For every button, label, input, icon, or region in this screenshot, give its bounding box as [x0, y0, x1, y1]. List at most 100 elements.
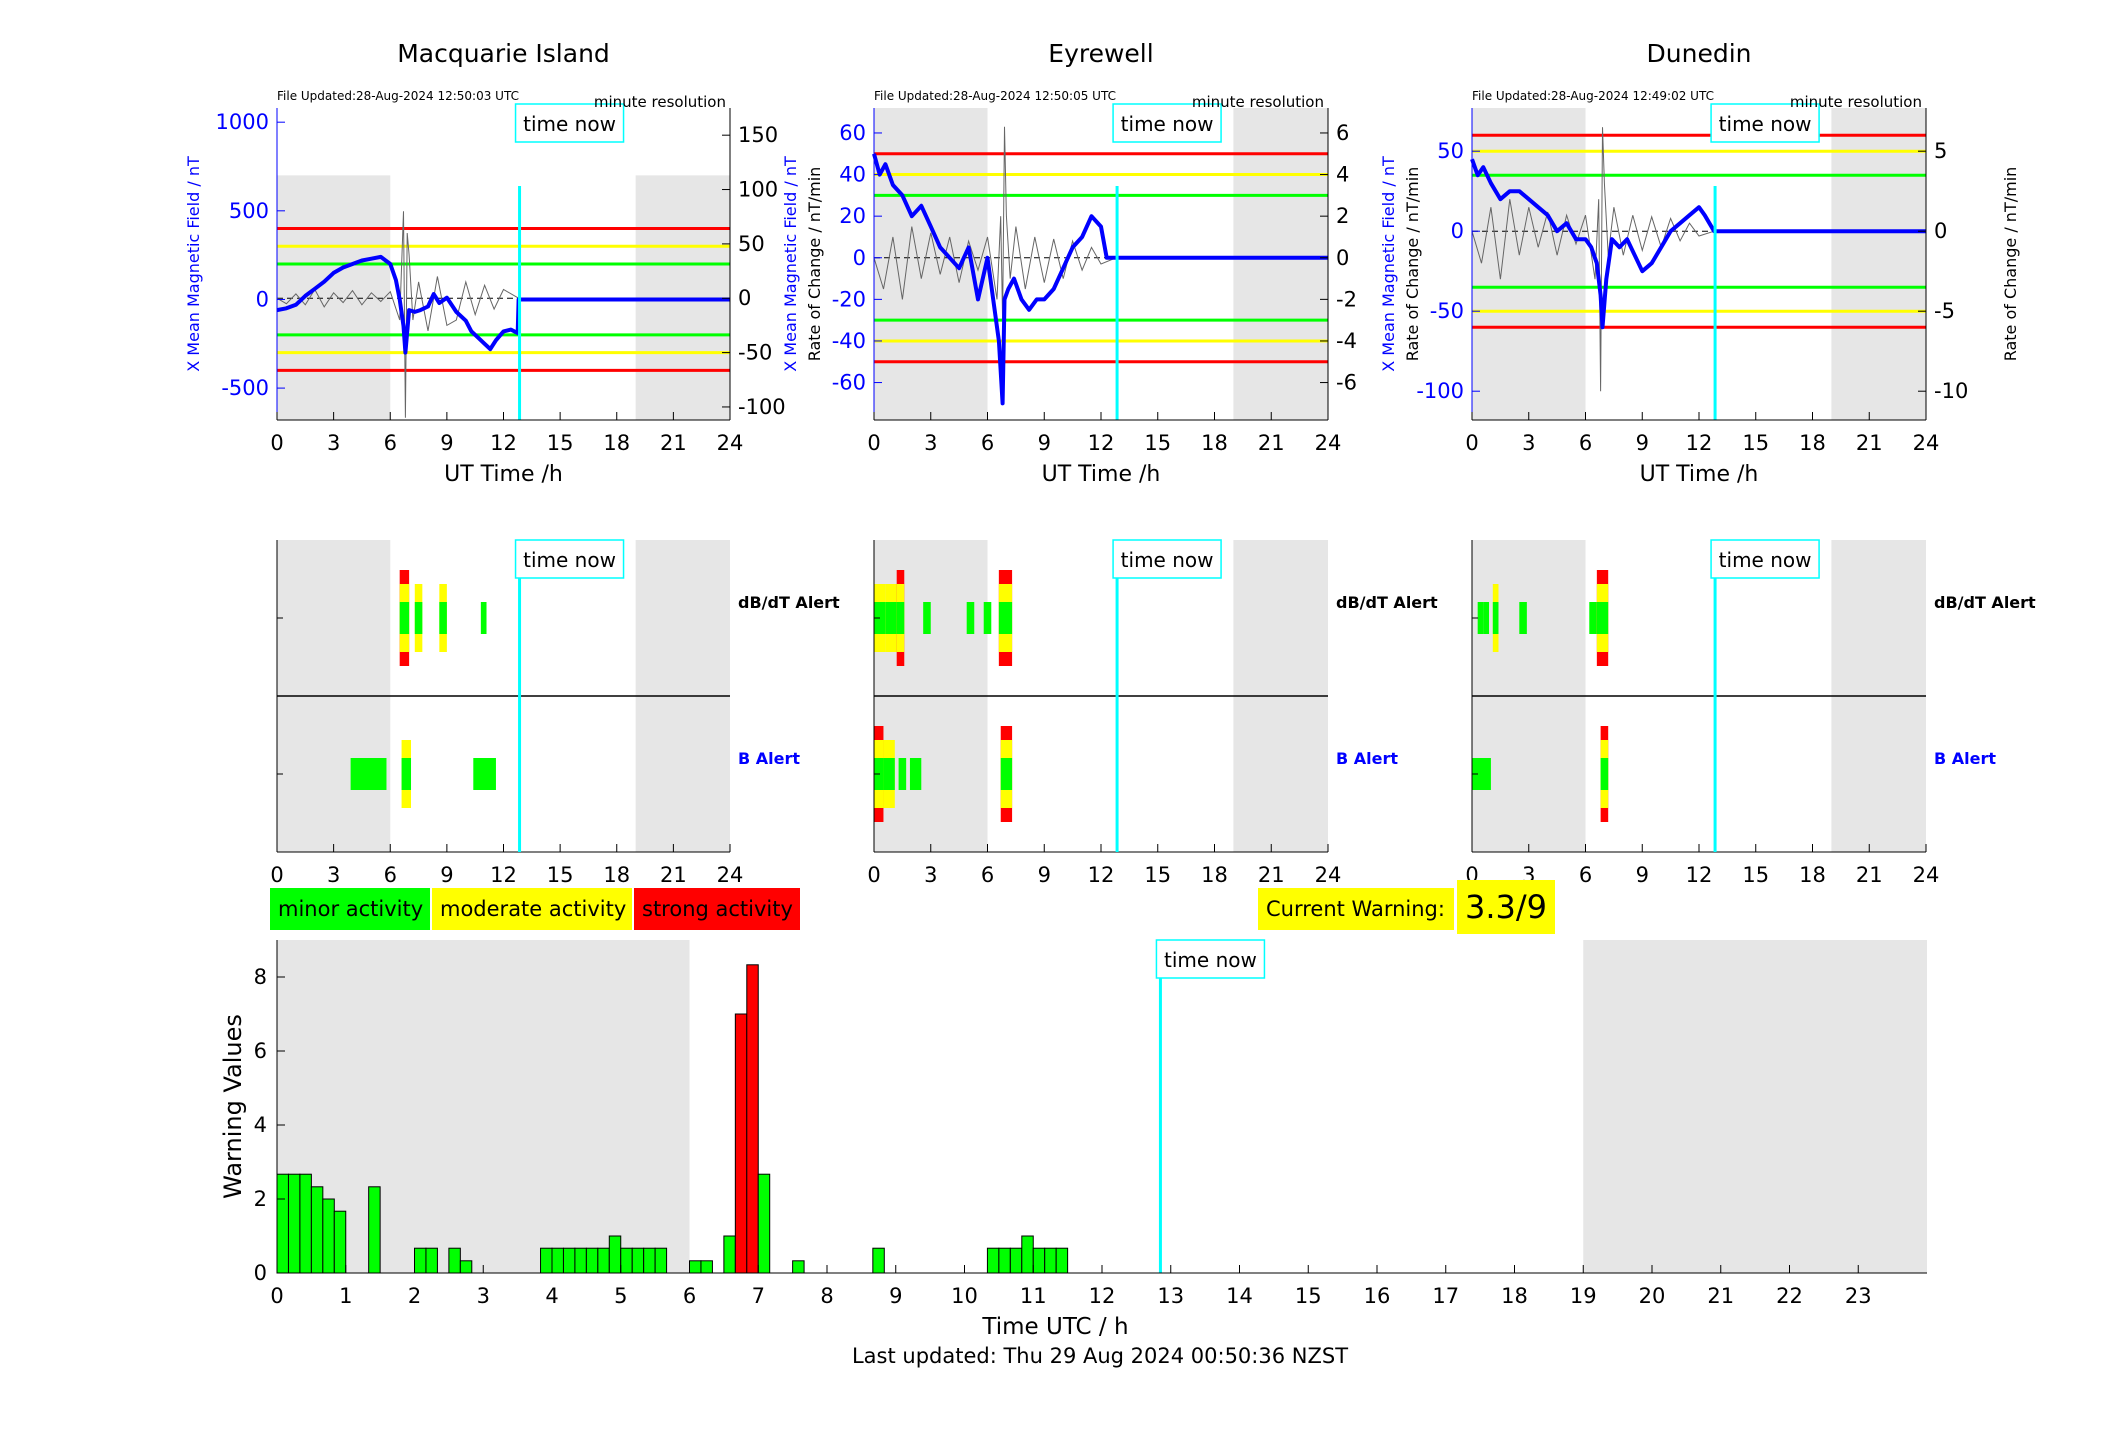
- x-tick-label: 0: [270, 863, 283, 887]
- night-shade: [1583, 940, 1927, 1273]
- x-tick-label: 21: [1856, 863, 1883, 887]
- x-tick-label: 21: [1707, 1284, 1734, 1308]
- x-tick-label: 9: [440, 431, 453, 455]
- magnetic-field-series: [276, 254, 730, 355]
- x-tick-label: 3: [924, 863, 937, 887]
- warning-bar-minor: [1044, 1247, 1057, 1274]
- x-tick-label: 9: [889, 1284, 902, 1308]
- x-tick-label: 12: [1686, 863, 1713, 887]
- magnetic-field-series: [872, 153, 1328, 406]
- y-tick-label: 8: [254, 965, 267, 989]
- warning-bar-minor: [689, 1260, 702, 1274]
- time-now-label: time now: [523, 112, 616, 136]
- right-tick-label: 2: [1336, 204, 1349, 228]
- x-tick-label: 23: [1845, 1284, 1872, 1308]
- time-now-box: [1710, 103, 1820, 143]
- b-alert-minor: [473, 758, 496, 790]
- alert-panel-2: time now dB/dT Alert B Alert 0 3 6 9 12 15 18 21 24: [867, 539, 1438, 887]
- legend-moderate-activity: moderate activity: [432, 888, 632, 930]
- x-tick-label: 3: [924, 431, 937, 455]
- right-tick-label: 0: [1336, 246, 1349, 270]
- x-tick-label: 2: [408, 1284, 421, 1308]
- x-tick-label: 20: [1639, 1284, 1666, 1308]
- x-tick-label: 6: [384, 863, 397, 887]
- left-tick-label: -40: [832, 329, 866, 353]
- b-alert-label: B Alert: [1934, 749, 1996, 768]
- warning-bar-minor: [1009, 1247, 1023, 1274]
- current-warning-label: Current Warning:: [1258, 888, 1454, 930]
- warning-bar-minor: [574, 1247, 587, 1274]
- left-tick-label: -50: [1430, 299, 1464, 323]
- left-tick-label: 1000: [216, 110, 269, 134]
- x-tick-label: 0: [867, 863, 880, 887]
- x-tick-label: 3: [327, 431, 340, 455]
- x-tick-label: 12: [1088, 431, 1115, 455]
- resolution-label: minute resolution: [594, 93, 726, 111]
- left-tick-label: -60: [832, 371, 866, 395]
- time-now-box: [1155, 939, 1266, 979]
- warning-bar-minor: [551, 1247, 564, 1274]
- y-axis-label: Warning Values: [219, 1014, 247, 1199]
- x-tick-label: 16: [1364, 1284, 1391, 1308]
- x-tick-label: 12: [1088, 863, 1115, 887]
- time-now-label: time now: [1719, 548, 1812, 572]
- x-tick-label: 8: [820, 1284, 833, 1308]
- x-tick-label: 9: [440, 863, 453, 887]
- b-alert-label: B Alert: [1336, 749, 1398, 768]
- dbdt-alert-minor: [439, 602, 447, 634]
- x-axis-label: UT Time /h: [444, 462, 563, 487]
- x-tick-label: 12: [1089, 1284, 1116, 1308]
- x-tick-label: 12: [490, 431, 517, 455]
- y-tick-label: 2: [254, 1187, 267, 1211]
- time-now-label: time now: [523, 548, 616, 572]
- x-tick-label: 7: [752, 1284, 765, 1308]
- resolution-label: minute resolution: [1192, 93, 1324, 111]
- current-warning-value: 3.3/9: [1457, 880, 1555, 934]
- warning-bar-minor: [562, 1247, 576, 1274]
- warning-bar-minor: [310, 1186, 324, 1274]
- x-tick-label: 6: [981, 431, 994, 455]
- x-tick-label: 21: [1258, 431, 1285, 455]
- right-tick-label: -2: [1336, 287, 1357, 311]
- b-alert-minor: [1472, 758, 1491, 790]
- x-tick-label: 6: [384, 431, 397, 455]
- alert-panel-1: time now dB/dT Alert B Alert 0 3 6 9 12 15 18 21 24: [270, 539, 840, 887]
- dbdt-alert-minor: [414, 602, 423, 634]
- warning-bar-minor: [723, 1235, 736, 1274]
- warning-bar-strong: [746, 964, 759, 1274]
- time-now-label: time now: [1121, 548, 1214, 572]
- b-alert-minor: [401, 758, 412, 790]
- x-tick-label: 18: [1799, 863, 1826, 887]
- warning-bar-minor: [608, 1235, 622, 1274]
- b-alert-minor: [883, 758, 895, 790]
- x-tick-label: 15: [1144, 431, 1171, 455]
- dbdt-alert-minor: [998, 602, 1013, 634]
- x-tick-label: 6: [981, 863, 994, 887]
- x-axis-label: UT Time /h: [1042, 462, 1161, 487]
- left-tick-label: -20: [832, 287, 866, 311]
- b-alert-minor: [909, 758, 922, 790]
- right-tick-label: 4: [1336, 163, 1349, 187]
- x-tick-label: 18: [603, 431, 630, 455]
- x-tick-label: 17: [1432, 1284, 1459, 1308]
- time-now-box: [1710, 539, 1820, 579]
- x-tick-label: 15: [1742, 431, 1769, 455]
- warning-bar-minor: [1055, 1247, 1069, 1274]
- magnetic-field-series: [1470, 158, 1926, 330]
- x-tick-label: 0: [867, 431, 880, 455]
- y-tick-label: 0: [254, 1261, 267, 1285]
- b-alert-minor: [350, 758, 387, 790]
- b-alert-minor: [1000, 758, 1013, 790]
- warning-bar-minor: [631, 1247, 645, 1274]
- x-tick-label: 6: [1579, 431, 1592, 455]
- x-tick-label: 11: [1020, 1284, 1047, 1308]
- y-tick-label: 4: [254, 1113, 267, 1137]
- x-tick-label: 21: [1856, 431, 1883, 455]
- left-axis-label: X Mean Magnetic Field / nT: [781, 156, 800, 372]
- right-tick-label: 5: [1934, 139, 1947, 163]
